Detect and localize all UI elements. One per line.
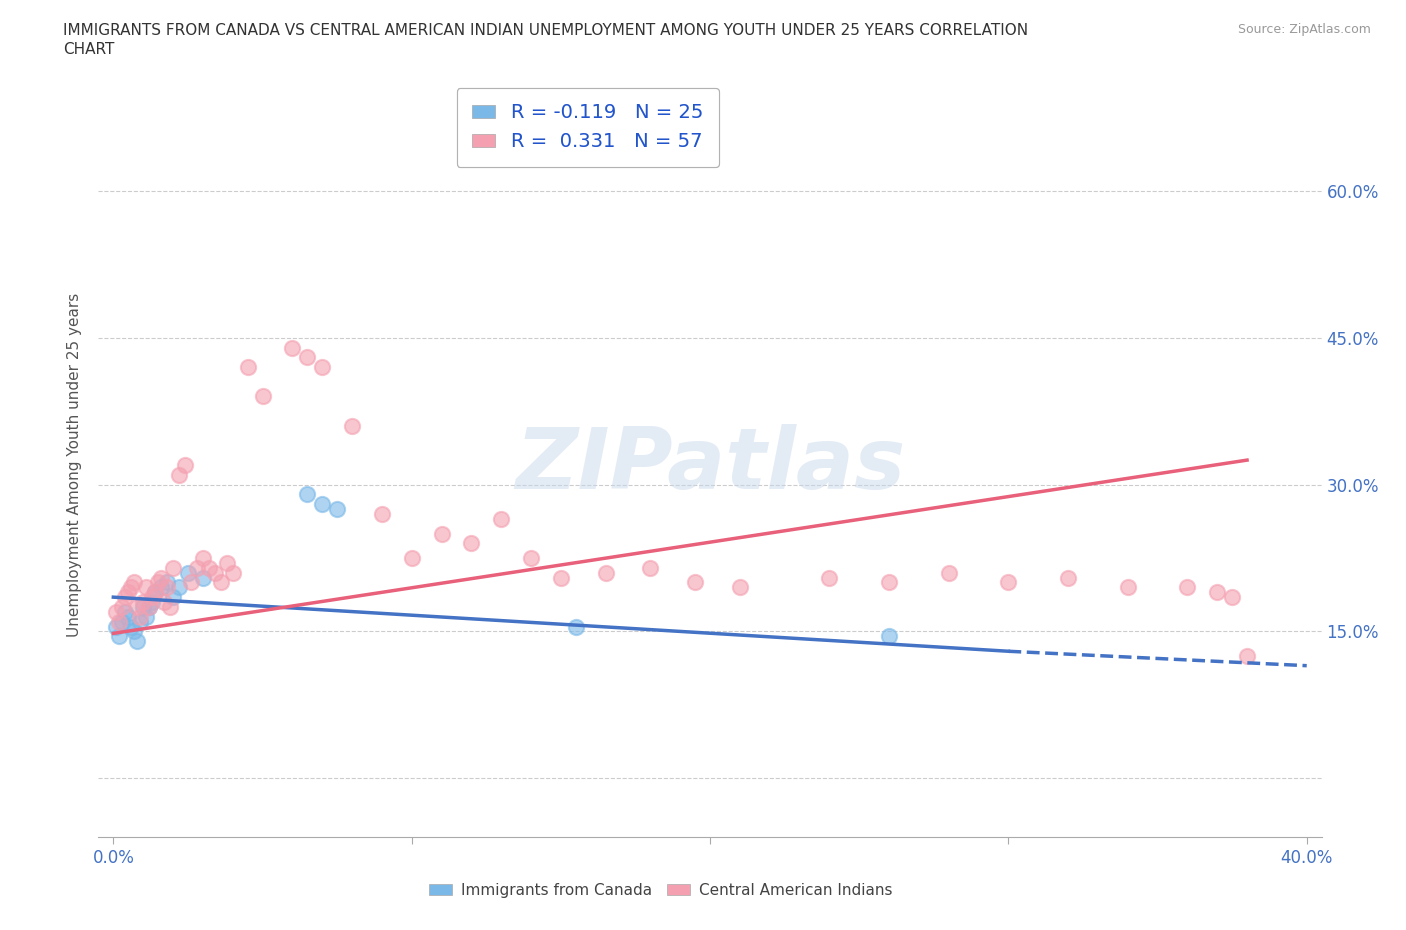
Point [111,614,134,629]
Point [326,501,349,516]
Point [1057,570,1080,585]
Point [108,614,131,629]
Point [138,600,160,615]
Point [191,551,214,565]
Point [191,570,214,585]
Point [167,468,190,483]
Point [371,507,394,522]
Point [141,594,163,609]
Point [1116,580,1139,595]
Point [114,604,136,619]
Point [162,561,184,576]
Text: IMMIGRANTS FROM CANADA VS CENTRAL AMERICAN INDIAN UNEMPLOYMENT AMONG YOUTH UNDER: IMMIGRANTS FROM CANADA VS CENTRAL AMERIC… [63,23,1028,38]
Point [146,575,169,590]
Point [132,594,155,609]
Text: ZIPatlas: ZIPatlas [515,423,905,507]
Point [143,585,166,600]
Point [129,614,152,629]
Point [143,585,166,600]
Point [135,609,157,624]
Point [1220,590,1243,604]
Point [236,360,259,375]
Point [297,350,319,365]
Point [138,600,160,615]
Point [1177,580,1199,595]
Point [129,609,152,624]
Point [127,600,149,615]
Text: Source: ZipAtlas.com: Source: ZipAtlas.com [1237,23,1371,36]
Point [401,551,423,565]
Point [683,575,706,590]
Point [252,389,274,404]
Point [117,585,139,600]
Point [177,565,200,580]
Point [209,575,232,590]
Point [180,575,202,590]
Point [565,619,588,634]
Point [120,580,142,595]
Point [489,512,512,526]
Point [167,580,190,595]
Point [120,619,142,634]
Point [156,580,179,595]
Point [105,604,128,619]
Point [114,590,136,604]
Point [127,633,149,648]
Legend: R = -0.119   N = 25, R =  0.331   N = 57: R = -0.119 N = 25, R = 0.331 N = 57 [457,87,718,166]
Point [728,580,751,595]
Point [111,600,134,615]
Point [340,418,363,433]
Point [122,575,145,590]
Y-axis label: Unemployment Among Youth under 25 years: Unemployment Among Youth under 25 years [67,293,83,637]
Point [108,629,131,644]
Point [460,536,482,551]
Point [595,565,617,580]
Point [174,458,197,472]
Text: CHART: CHART [63,42,115,57]
Point [281,340,304,355]
Point [877,629,900,644]
Point [997,575,1019,590]
Point [311,360,333,375]
Point [221,565,243,580]
Point [135,580,157,595]
Point [159,600,181,615]
Point [297,487,319,502]
Point [141,590,163,604]
Point [877,575,900,590]
Point [162,590,184,604]
Point [311,497,333,512]
Point [640,561,662,576]
Point [204,565,226,580]
Point [938,565,960,580]
Point [122,624,145,639]
Point [117,609,139,624]
Point [1206,585,1229,600]
Point [153,594,176,609]
Point [430,526,453,541]
Point [156,575,179,590]
Point [215,555,238,570]
Point [198,561,221,576]
Point [1236,648,1258,663]
Legend: Immigrants from Canada, Central American Indians: Immigrants from Canada, Central American… [423,877,898,904]
Point [186,561,208,576]
Point [818,570,841,585]
Point [150,580,173,595]
Point [132,600,155,615]
Point [550,570,572,585]
Point [150,570,173,585]
Point [520,551,543,565]
Point [105,619,128,634]
